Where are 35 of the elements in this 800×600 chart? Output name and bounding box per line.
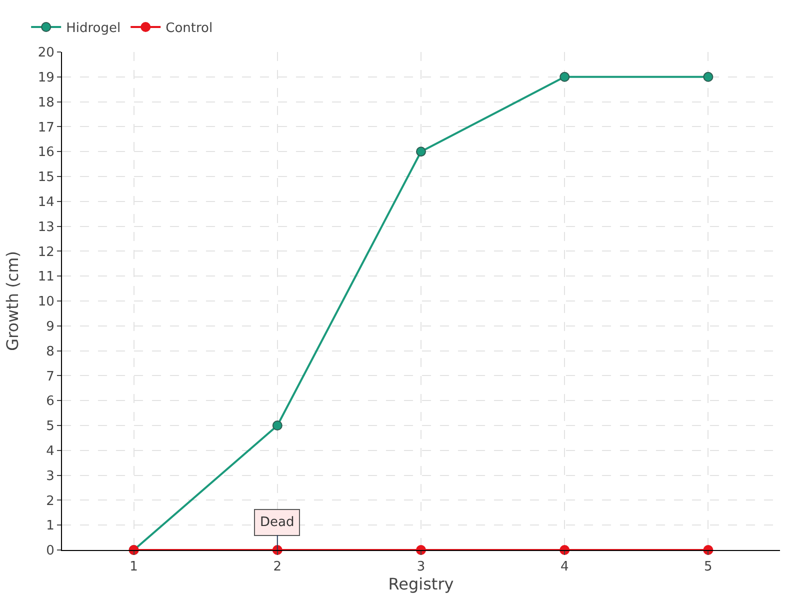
- point: [416, 146, 426, 157]
- y-tick-label: 17: [38, 120, 54, 136]
- y-tick-label: 0: [46, 544, 54, 559]
- x-tick-label: 4: [560, 560, 569, 575]
- point: [703, 72, 714, 82]
- point: [560, 72, 570, 82]
- y-tick-label: 3: [46, 468, 54, 484]
- y-tick-label: 12: [38, 244, 54, 260]
- y-tick-label: 16: [38, 145, 54, 160]
- point: [272, 420, 282, 430]
- x-tick-label: 2: [273, 560, 282, 575]
- y-tick-label: 18: [38, 95, 54, 110]
- y-tick-label: 11: [38, 270, 54, 285]
- x-axis-title: Registry: [388, 574, 454, 594]
- y-tick-label: 20: [38, 46, 54, 61]
- annotation: Dead: [260, 515, 294, 530]
- y-axis-title: Growth (cm): [2, 251, 22, 351]
- y-tick-label: 7: [46, 369, 54, 384]
- legend-label: Control: [166, 21, 213, 36]
- y-tick-label: 4: [46, 444, 54, 459]
- x-tick-label: 1: [130, 560, 138, 575]
- y-tick-label: 2: [46, 494, 54, 509]
- y-tick-label: 19: [38, 70, 54, 86]
- y-tick-label: 5: [46, 419, 54, 434]
- y-tick-label: 8: [46, 344, 54, 360]
- y-tick-label: 14: [38, 194, 54, 210]
- y-tick-label: 1: [46, 518, 54, 534]
- y-tick-label: 13: [38, 220, 54, 235]
- y-tick-label: 10: [38, 294, 54, 310]
- y-tick-label: 15: [38, 170, 54, 186]
- y-tick-label: 6: [46, 394, 54, 410]
- y-tick-label: 9: [46, 319, 54, 334]
- x-tick-label: 3: [416, 560, 426, 575]
- legend-label: Hidrogel: [66, 21, 121, 36]
- x-tick-label: 5: [704, 560, 712, 575]
